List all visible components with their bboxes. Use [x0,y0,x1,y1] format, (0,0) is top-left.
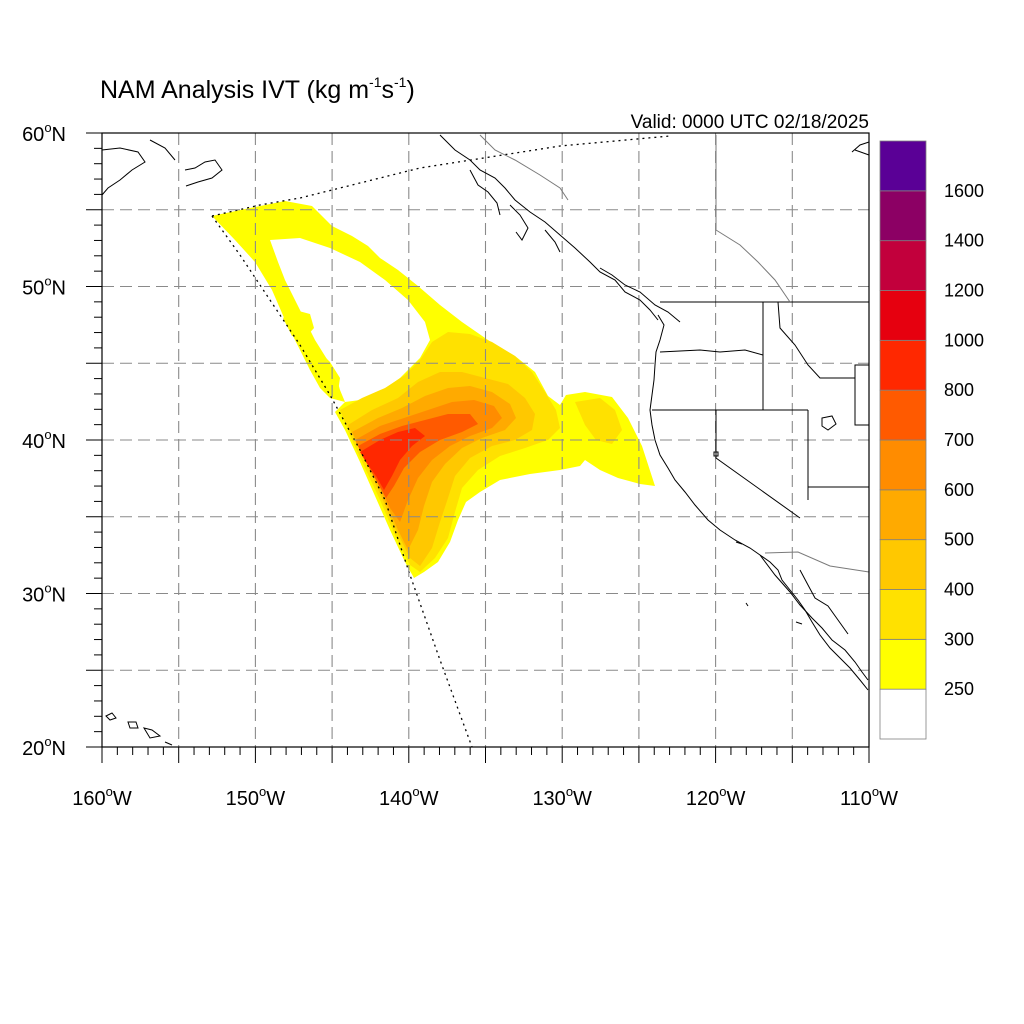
colorbar-swatch [879,638,927,690]
lon-label: 160oW [72,784,132,810]
far-corner-coast [851,141,870,156]
graticule [102,133,869,747]
coastline-bc [439,134,659,321]
coastlines-and-borders [101,134,870,746]
colorbar-swatch [879,439,927,491]
ivt-shading [212,201,655,578]
colorbar-label: 600 [944,480,974,500]
border-wa-or [659,349,764,356]
great-salt-lake [821,415,837,431]
lat-label: 40oN [22,427,66,453]
border-ca-nv [715,410,801,519]
border-wy [854,365,869,426]
colorbar-swatch [879,539,927,590]
colorbar-swatch [879,389,927,441]
colorbar-swatch [879,240,927,291]
colorbar: 250 300 400 500 600 700 800 1000 1200 1400 1600 [879,140,984,740]
lat-label: 60oN [22,120,66,146]
lon-label: 130oW [532,784,592,810]
colorbar-label: 500 [944,530,974,550]
lon-label: 140oW [379,784,439,810]
colorbar-label: 1600 [944,181,984,201]
border-us-mexico [764,551,870,573]
lake-tahoe [713,451,719,457]
lon-label: 120oW [686,784,746,810]
lat-label: 30oN [22,581,66,607]
colorbar-label: 300 [944,629,974,649]
colorbar-label: 1000 [944,330,984,350]
valid-time-label: Valid: 0000 UTC 02/18/2025 [631,112,869,133]
ivt-offshore-300 [575,398,622,444]
coastline-hawaii [105,712,173,746]
colorbar-label: 1200 [944,281,984,301]
colorbar-swatch [879,140,927,192]
lat-label: 50oN [22,274,66,300]
lat-label: 20oN [22,734,66,760]
longitude-labels: 160oW 150oW 140oW 130oW 120oW 110oW [72,784,898,810]
channel-islands [735,541,803,625]
axis-ticks [86,132,870,763]
coastline-west-us [649,314,869,691]
colorbar-swatch [879,190,927,242]
lon-label: 150oW [226,784,286,810]
lon-label: 110oW [840,784,898,810]
coastline-alaska [101,139,223,196]
model-domain-boundary [211,135,671,748]
colorbar-swatch [879,290,927,341]
colorbar-label: 800 [944,380,974,400]
colorbar-label: 1400 [944,231,984,251]
figure-title: NAM Analysis IVT (kg m-1s-1) [100,74,415,104]
ivt-blob-b [306,352,340,392]
border-canada-bc-ab [715,135,791,303]
border-alaska-bc [479,134,569,201]
colorbar-swatch [879,489,927,541]
latitude-labels: 60oN 50oN 40oN 30oN 20oN [22,120,66,760]
colorbar-label: 250 [944,679,974,699]
ivt-gap [270,238,430,402]
colorbar-swatch [879,589,927,640]
coastline-baja [759,554,869,681]
colorbar-label: 400 [944,580,974,600]
colorbar-swatch [879,339,927,391]
colorbar-label: 700 [944,430,974,450]
coastline-islands-bc [469,169,681,323]
colorbar-swatch [879,688,927,740]
